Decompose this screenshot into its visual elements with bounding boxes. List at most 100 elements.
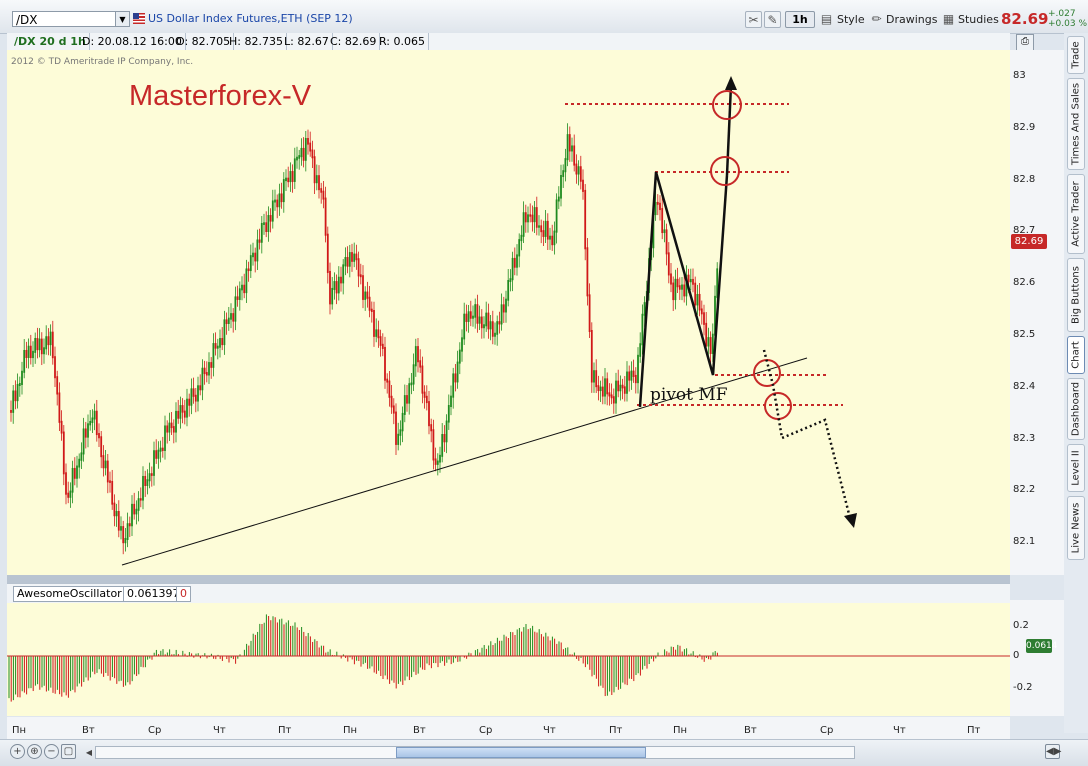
candle-body bbox=[472, 315, 474, 319]
oscillator-name[interactable]: AwesomeOscillator bbox=[13, 586, 126, 602]
candle-body bbox=[436, 460, 439, 465]
projection-path bbox=[762, 349, 852, 519]
candle-body bbox=[597, 385, 600, 392]
candle-body bbox=[676, 278, 679, 288]
candle-body bbox=[135, 508, 138, 515]
drawings-button[interactable]: Drawings bbox=[886, 13, 938, 26]
candle-body bbox=[439, 454, 441, 463]
price-chart[interactable]: 2012 © TD Ameritrade IP Company, Inc. Ma… bbox=[7, 50, 1010, 575]
candle-body bbox=[628, 371, 631, 381]
period-selector[interactable]: 1h bbox=[785, 11, 815, 28]
time-tick: Ср bbox=[820, 725, 834, 736]
target-circle-top bbox=[712, 90, 742, 120]
style-button[interactable]: Style bbox=[837, 13, 865, 26]
side-tab-trade[interactable]: Trade bbox=[1067, 36, 1085, 74]
side-tab-live-news[interactable]: Live News bbox=[1067, 496, 1085, 560]
zoom-box-icon[interactable]: ▢ bbox=[61, 744, 76, 759]
cursor-tools-icon[interactable]: ✂ bbox=[745, 11, 762, 28]
symbol-dropdown-button[interactable]: ▼ bbox=[116, 11, 130, 27]
bookmark-icon[interactable]: ⎙ bbox=[1016, 34, 1034, 51]
studies-button[interactable]: Studies bbox=[958, 13, 999, 26]
candle-body bbox=[318, 175, 320, 191]
time-scrollbar[interactable] bbox=[95, 746, 855, 759]
candle-body bbox=[368, 296, 371, 311]
candle-body bbox=[353, 253, 356, 262]
side-tab-dashboard[interactable]: Dashboard bbox=[1067, 378, 1085, 440]
candle-body bbox=[467, 311, 470, 322]
candle-body bbox=[199, 385, 202, 391]
candle-body bbox=[441, 434, 444, 457]
candle-body bbox=[685, 274, 688, 297]
candle-body bbox=[100, 436, 103, 458]
candle-body bbox=[263, 222, 265, 225]
candle-body bbox=[423, 391, 426, 398]
zoom-out-icon[interactable]: − bbox=[44, 744, 59, 759]
candle-body bbox=[381, 343, 384, 349]
candle-body bbox=[518, 239, 521, 257]
oscillator-header: AwesomeOscillator 0.061397 0 bbox=[7, 583, 1010, 604]
scroll-thumb[interactable] bbox=[396, 747, 646, 758]
side-tab-level-ii[interactable]: Level II bbox=[1067, 444, 1085, 492]
candle-body bbox=[397, 433, 400, 445]
candle-body bbox=[531, 214, 534, 223]
side-tab-times-and-sales[interactable]: Times And Sales bbox=[1067, 78, 1085, 170]
wave-path bbox=[638, 171, 729, 408]
candle-body bbox=[522, 212, 525, 237]
candle-body bbox=[150, 473, 153, 476]
candle-body bbox=[128, 523, 131, 527]
candle-body bbox=[260, 222, 263, 243]
candle-body bbox=[280, 193, 283, 203]
price-tick: 82.6 bbox=[1013, 277, 1036, 289]
side-tab-chart[interactable]: Chart bbox=[1067, 336, 1085, 374]
candle-body bbox=[533, 207, 536, 223]
candle-body bbox=[296, 156, 298, 161]
candle-body bbox=[711, 333, 714, 354]
candle-body bbox=[89, 420, 92, 426]
candle-body bbox=[298, 155, 301, 159]
scroll-expand-icon[interactable]: ◀▶ bbox=[1045, 744, 1062, 759]
zoom-in-icon[interactable]: + bbox=[10, 744, 25, 759]
candle-body bbox=[47, 336, 50, 346]
watermark-text: Masterforex-V bbox=[129, 80, 312, 112]
candle-body bbox=[370, 308, 373, 313]
candle-body bbox=[540, 225, 543, 233]
candle-body bbox=[674, 278, 677, 301]
candle-body bbox=[139, 498, 142, 501]
candle-body bbox=[494, 332, 496, 337]
candle-body bbox=[357, 258, 360, 277]
candle-body bbox=[535, 207, 538, 228]
candle-body bbox=[175, 410, 177, 433]
price-change-percent: +0.03 % bbox=[1048, 19, 1087, 29]
candle-body bbox=[181, 405, 184, 413]
brush-icon[interactable]: ✎ bbox=[764, 11, 781, 28]
candle-body bbox=[560, 175, 562, 199]
trendline bbox=[121, 357, 808, 566]
candle-body bbox=[32, 350, 34, 359]
candle-body bbox=[546, 220, 549, 240]
zoom-icon[interactable]: ⊕ bbox=[27, 744, 42, 759]
candle-body bbox=[593, 370, 595, 383]
candle-body bbox=[709, 337, 712, 354]
candle-body bbox=[672, 282, 675, 301]
side-tab-active-trader[interactable]: Active Trader bbox=[1067, 174, 1085, 254]
scroll-left-button[interactable]: ◀ bbox=[85, 748, 93, 757]
candle-body bbox=[601, 386, 604, 397]
candle-body bbox=[115, 510, 118, 517]
candle-body bbox=[269, 215, 272, 222]
candle-body bbox=[452, 373, 455, 398]
pivot-label: pivot MF bbox=[650, 385, 728, 405]
candle-body bbox=[480, 316, 483, 329]
symbol-input[interactable]: /DX bbox=[12, 11, 116, 27]
side-tab-big-buttons[interactable]: Big Buttons bbox=[1067, 258, 1085, 332]
candle-body bbox=[168, 422, 171, 433]
time-tick: Чт bbox=[213, 725, 226, 736]
candle-body bbox=[29, 345, 32, 359]
candle-body bbox=[474, 304, 477, 318]
candle-body bbox=[238, 288, 241, 300]
candle-body bbox=[615, 380, 617, 404]
side-tabs: Trade Times And Sales Active Trader Big But… bbox=[1064, 33, 1088, 733]
candle-body bbox=[69, 490, 72, 498]
oscillator-chart[interactable] bbox=[7, 603, 1010, 716]
flag-icon bbox=[133, 13, 145, 24]
oscillator-tick: 0 bbox=[1013, 650, 1020, 661]
